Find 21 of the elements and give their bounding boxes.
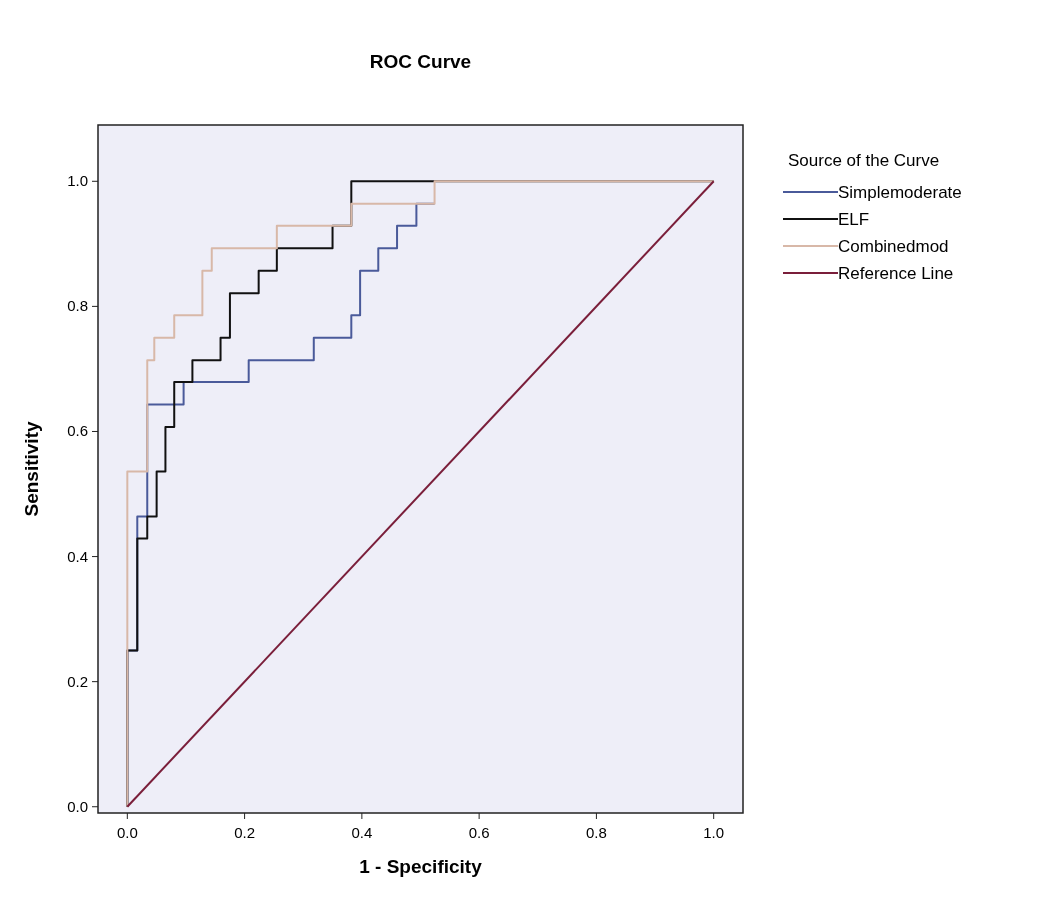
x-tick-label: 0.6 [468, 824, 490, 841]
y-tick-label: 1.0 [67, 172, 88, 190]
y-tick-label: 0.4 [67, 547, 88, 565]
legend-title: Source of the Curve [788, 151, 940, 170]
chart-title: ROC Curve [369, 51, 472, 72]
legend-label: ELF [838, 210, 870, 229]
line-series [126, 180, 715, 808]
y-tick-label: 0.0 [67, 797, 88, 815]
y-tick-label: 0.8 [67, 297, 88, 315]
y-tick-label: 0.6 [67, 422, 88, 440]
legend-label: Combinedmod [838, 237, 949, 256]
x-axis-title: 1 - Specificity [359, 856, 483, 877]
x-tick-label: 0.2 [234, 824, 256, 841]
legend-label: Reference Line [838, 264, 954, 283]
x-tick-label: 0.0 [116, 824, 138, 841]
x-tick-label: 0.4 [351, 824, 373, 841]
x-tick-label: 1.0 [703, 824, 725, 841]
y-axis-title: Sensitivity [21, 421, 42, 517]
x-tick-label: 0.8 [585, 824, 607, 841]
legend-label: Simplemoderate [838, 183, 962, 202]
y-tick-label: 0.2 [67, 672, 88, 690]
